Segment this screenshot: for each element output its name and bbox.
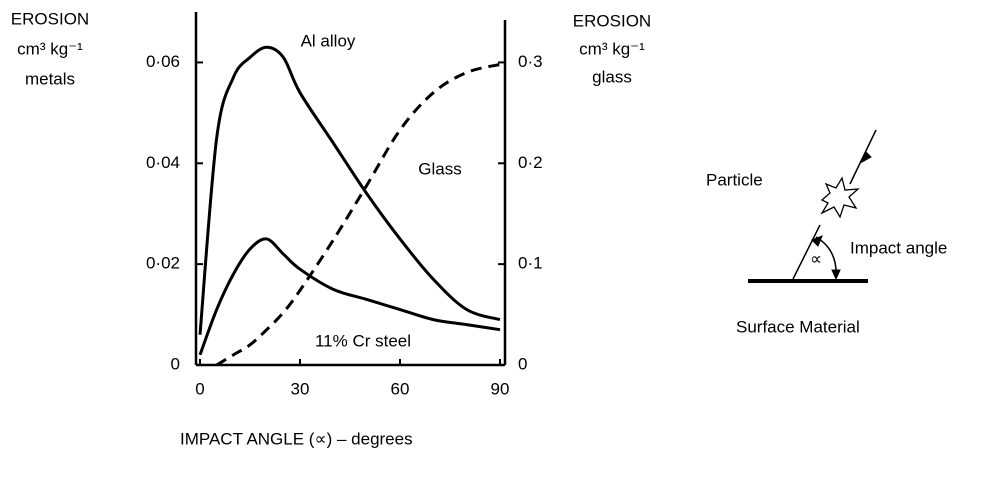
arrow-head	[831, 269, 841, 281]
impact-diagram	[748, 129, 877, 283]
y-tick-label: 0	[171, 354, 180, 373]
y-tick-label: 0·06	[146, 52, 180, 71]
y2-tick-label: 0·1	[518, 254, 543, 273]
series-label: 11% Cr steel	[315, 331, 411, 350]
series-label: Glass	[418, 159, 461, 178]
arrow-head	[811, 235, 823, 247]
x-axis-label: IMPACT ANGLE (∝) – degrees	[180, 429, 413, 448]
alpha-label: ∝	[810, 249, 822, 268]
y-tick-label: 0·04	[146, 153, 180, 172]
y2-tick-label: 0·2	[518, 153, 543, 172]
y-axis-label: cm³ kg⁻¹	[17, 39, 83, 58]
x-tick-label: 0	[195, 379, 204, 398]
surface-label: Surface Material	[736, 317, 860, 336]
y-axis-label: metals	[25, 69, 75, 88]
y-tick-label: 0·02	[146, 254, 180, 273]
series-line	[198, 45, 501, 335]
y2-axis-label: glass	[592, 67, 632, 86]
x-tick-label: 60	[391, 379, 410, 398]
y2-tick-label: 0	[518, 354, 527, 373]
y2-axis-label: cm³ kg⁻¹	[579, 39, 645, 58]
x-tick-label: 90	[491, 379, 510, 398]
series-line	[215, 62, 501, 367]
x-tick-label: 30	[291, 379, 310, 398]
y2-tick-label: 0·3	[518, 52, 543, 71]
particle	[820, 176, 860, 219]
series-label: Al alloy	[301, 31, 356, 50]
y-axis-label: EROSION	[11, 9, 89, 28]
y2-axis-label: EROSION	[573, 11, 651, 30]
particle-path	[792, 224, 821, 280]
particle-label: Particle	[706, 170, 763, 189]
particle-path	[849, 129, 877, 185]
series-line	[198, 237, 501, 356]
impact-angle-label: Impact angle	[850, 238, 947, 257]
arrow-head	[861, 151, 872, 164]
